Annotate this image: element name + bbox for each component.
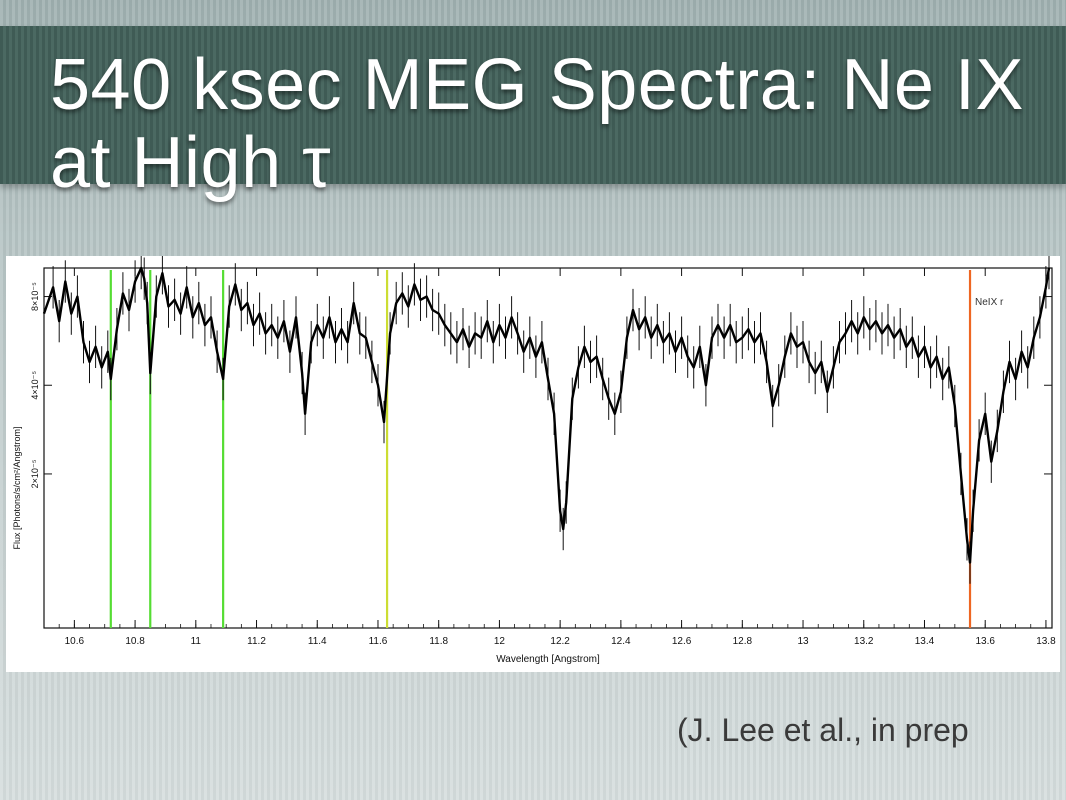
x-tick-label: 11 [191,636,202,647]
slide-title: 540 ksec MEG Spectra: Ne IX at High τ [50,45,1024,203]
x-tick-label: 13.8 [1036,636,1056,647]
plot-frame [43,267,1053,629]
citation: (J. Lee et al., in prep [677,712,969,748]
x-tick-label: 12.2 [550,636,570,647]
x-tick-label: 11.8 [429,636,448,647]
spectrum-line [42,266,1051,564]
x-tick-label: 11.4 [308,636,327,647]
y-tick-label: 8×10⁻⁵ [30,282,40,311]
x-tick-label: 10.6 [65,636,85,647]
x-tick-label: 12 [494,636,506,647]
title-band: 540 ksec MEG Spectra: Ne IX at High τ [0,26,1066,202]
x-tick-label: 11.6 [369,636,388,647]
x-tick-label: 12.6 [672,636,692,647]
x-tick-label: 13.6 [975,636,995,647]
x-tick-label: 13.4 [915,636,935,647]
x-tick-label: 13.2 [854,636,874,647]
x-tick-label: 12.8 [733,636,753,647]
marker-label: NeIX r [975,297,1004,308]
y-tick-label: 4×10⁻⁵ [30,371,40,400]
y-tick-label: 2×10⁻⁵ [30,459,40,488]
x-tick-label: 10.8 [125,636,145,647]
x-tick-label: 12.4 [611,636,631,647]
y-axis-label: Flux [Photons/s/cm²/Angstrom] [12,426,22,549]
spectrum-chart: 10.6 10.8 11 11.2 11.4 11.6 11.8 12 12.2 12.4 12.6… [12,246,1056,665]
x-axis-label: Wavelength [Angstrom] [496,654,600,665]
x-tick-label: 11.2 [247,636,266,647]
spectrum-figure: 10.6 10.8 11 11.2 11.4 11.6 11.8 12 12.2 12.4 12.6… [6,246,1060,672]
x-tick-label: 13 [797,636,809,647]
